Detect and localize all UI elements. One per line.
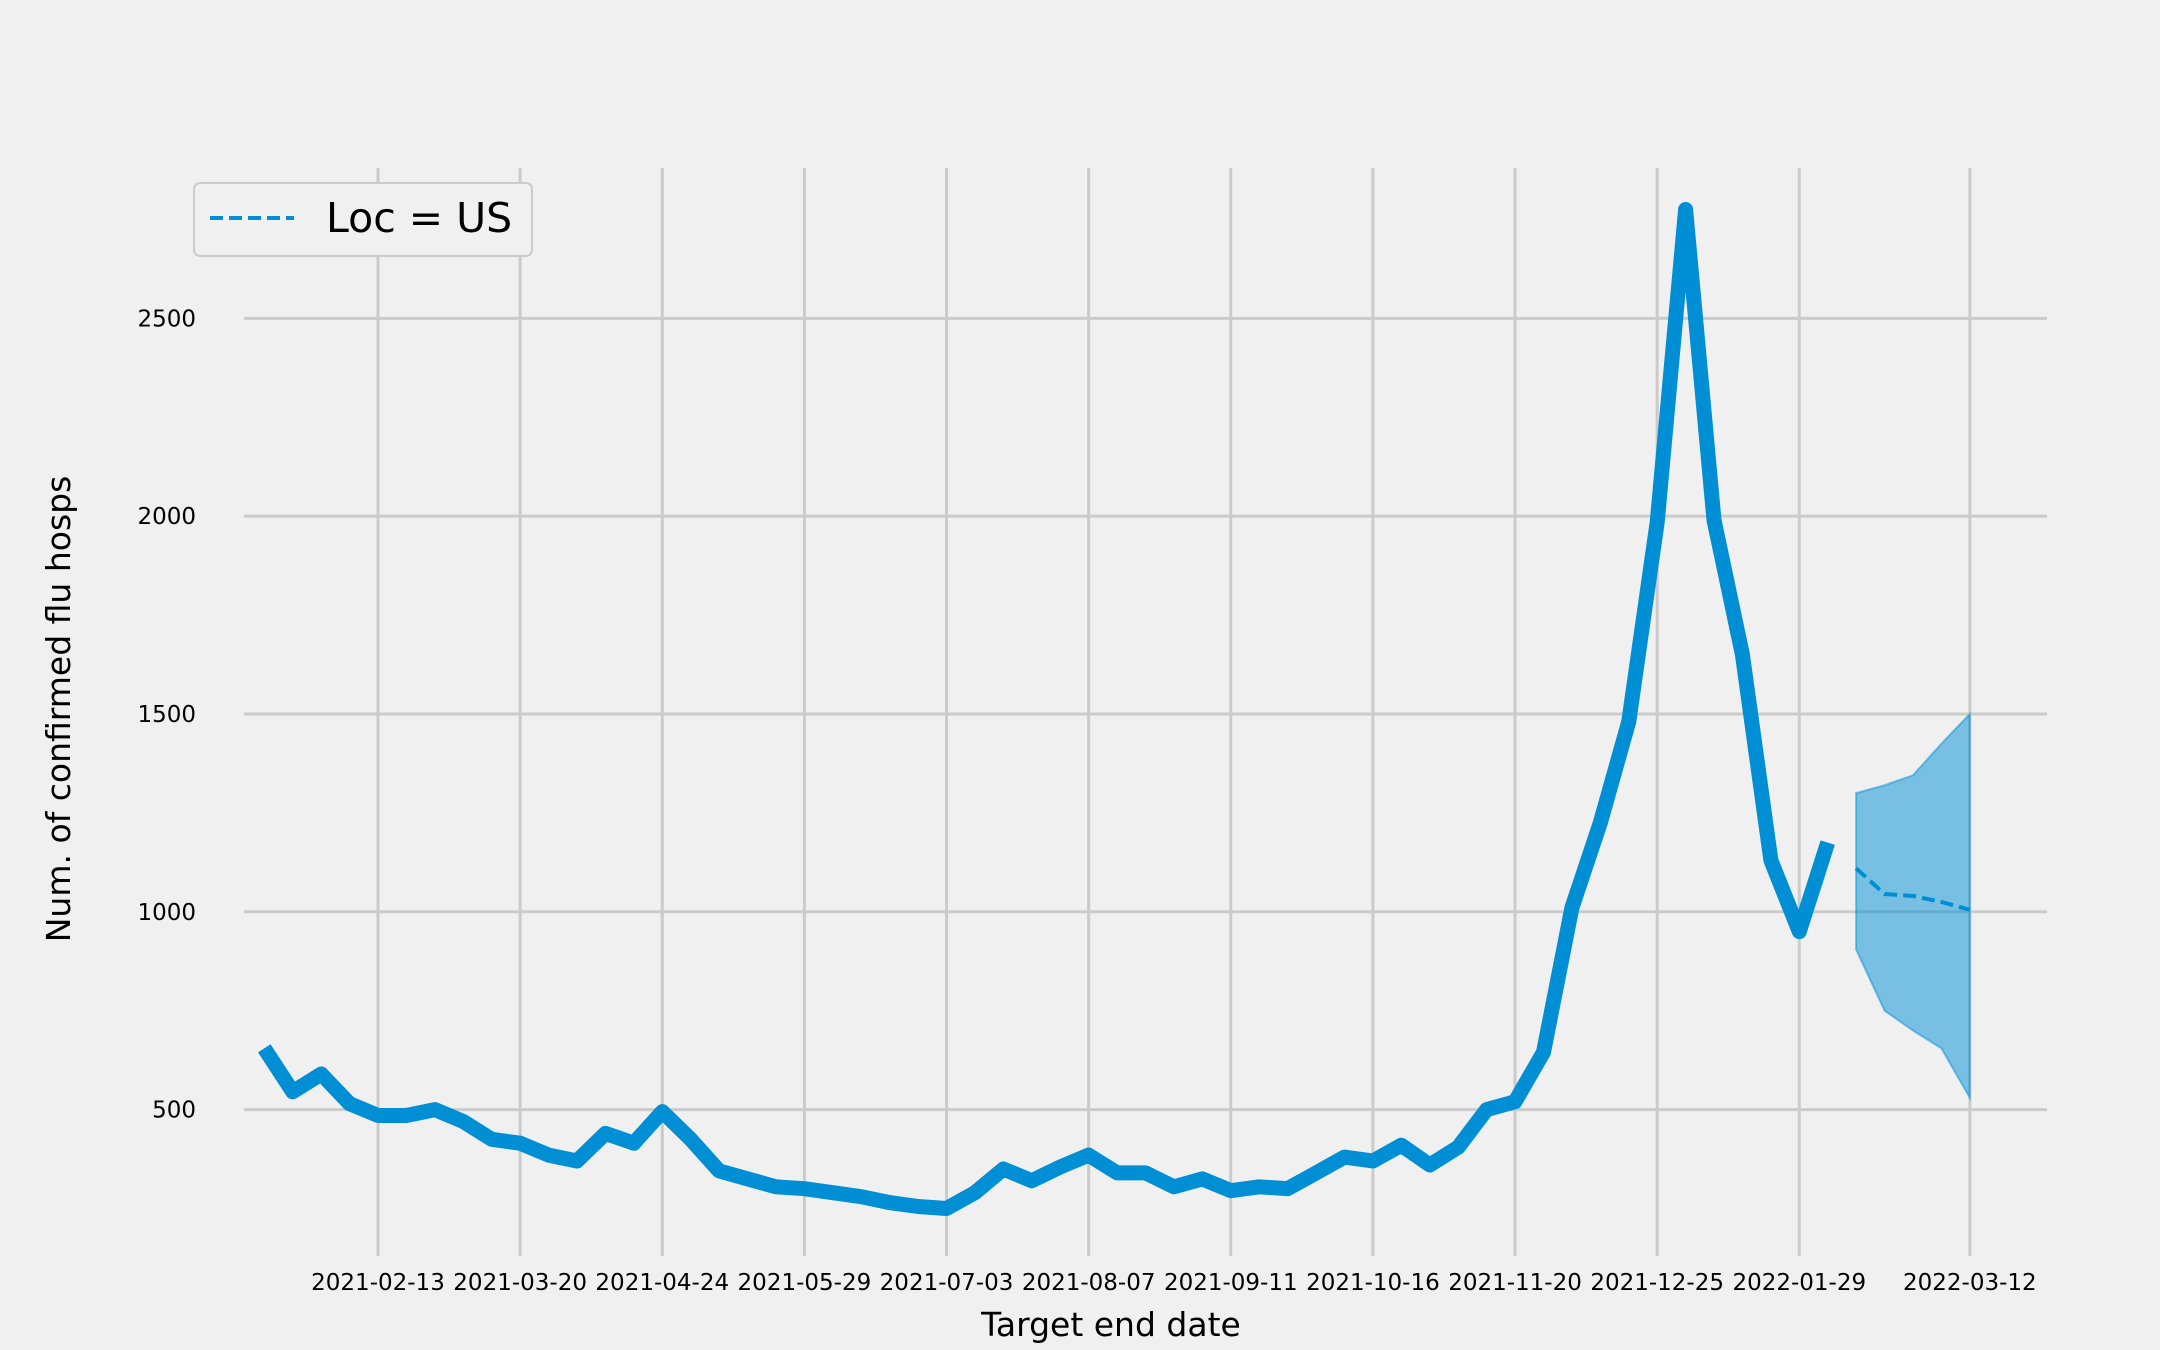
observed-series-line bbox=[258, 202, 1835, 1216]
x-tick-label: 2021-02-13 bbox=[311, 1270, 445, 1296]
y-tick-label: 1500 bbox=[137, 702, 196, 728]
x-tick-label: 2021-05-29 bbox=[738, 1270, 872, 1296]
series-lines bbox=[258, 202, 1971, 1216]
forecast-interval-area bbox=[1855, 711, 1971, 1102]
legend: Loc = US bbox=[193, 182, 533, 257]
grid bbox=[244, 168, 2047, 1256]
y-axis-label: Num. of confirmed flu hosps bbox=[39, 476, 78, 943]
legend-frame bbox=[193, 182, 533, 257]
x-tick-label: 2021-09-11 bbox=[1164, 1270, 1298, 1296]
x-tick-label: 2021-03-20 bbox=[453, 1270, 587, 1296]
x-tick-label: 2021-07-03 bbox=[880, 1270, 1014, 1296]
y-tick-label: 2000 bbox=[137, 504, 196, 530]
y-tick-label: 500 bbox=[152, 1098, 196, 1124]
x-tick-label: 2021-11-20 bbox=[1448, 1270, 1582, 1296]
forecast-interval-band bbox=[1855, 711, 1971, 1102]
x-tick-label: 2021-08-07 bbox=[1022, 1270, 1156, 1296]
forecast-median-dashed-line bbox=[1854, 866, 1971, 912]
legend-entry-label: Loc = US bbox=[326, 194, 512, 242]
tick-labels: 2021-02-13 2021-03-20 2021-04-24 2021-05-29… bbox=[137, 306, 2036, 1296]
y-tick-label: 2500 bbox=[137, 306, 196, 332]
y-tick-label: 1000 bbox=[137, 900, 196, 926]
x-tick-label: 2021-04-24 bbox=[595, 1270, 729, 1296]
x-tick-label: 2021-10-16 bbox=[1306, 1270, 1440, 1296]
x-tick-label: 2021-12-25 bbox=[1590, 1270, 1724, 1296]
x-tick-label: 2022-03-12 bbox=[1903, 1270, 2037, 1296]
x-tick-label: 2022-01-29 bbox=[1732, 1270, 1866, 1296]
x-axis-label: Target end date bbox=[980, 1305, 1241, 1344]
